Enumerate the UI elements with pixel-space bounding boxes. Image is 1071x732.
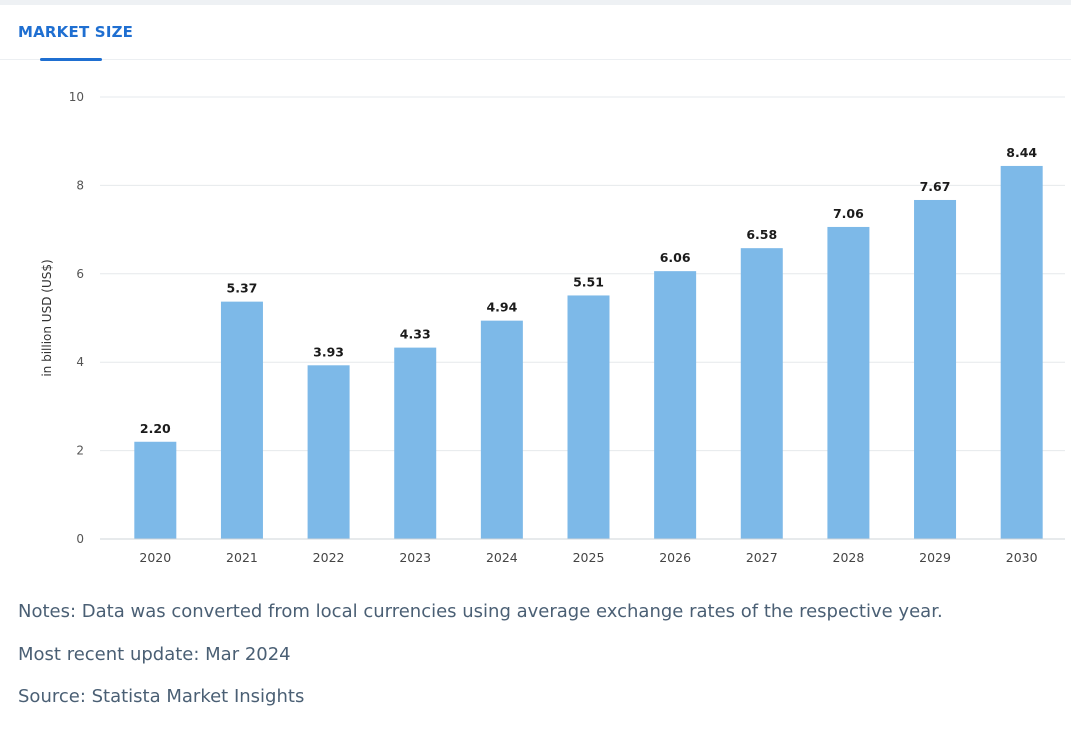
tab-bar: MARKET SIZE: [0, 5, 1071, 61]
tab-market-size[interactable]: MARKET SIZE: [18, 23, 134, 41]
bar-value-label: 5.51: [573, 274, 604, 289]
bar: [220, 301, 263, 539]
bar: [654, 271, 697, 539]
bar: [740, 248, 783, 539]
bar-value-label: 6.06: [660, 250, 691, 265]
bar-value-label: 6.58: [746, 227, 777, 242]
bar-value-label: 8.44: [1006, 145, 1037, 160]
y-tick-label: 0: [76, 532, 84, 546]
bar-value-label: 2.20: [140, 421, 171, 436]
bar: [1000, 165, 1043, 539]
bar: [567, 295, 610, 539]
last-update: Most recent update: Mar 2024: [18, 644, 291, 665]
bar: [480, 320, 523, 539]
bar-chart: 0 2 4 6 8 10 in billion USD (US$) 2.20 2020 5.37 2…: [40, 90, 1065, 565]
x-tick-label: 2022: [313, 550, 345, 565]
bar-value-label: 4.33: [400, 327, 431, 342]
x-tick-label: 2026: [659, 550, 691, 565]
x-tick-label: 2028: [833, 550, 865, 565]
y-tick-label: 6: [76, 267, 84, 281]
bar: [307, 365, 350, 539]
bar-value-label: 5.37: [227, 281, 258, 296]
chart-note: Notes: Data was converted from local cur…: [18, 601, 943, 622]
y-tick-label: 8: [76, 178, 84, 192]
x-tick-label: 2024: [486, 550, 518, 565]
bar: [394, 347, 437, 539]
y-tick-label: 4: [76, 355, 84, 369]
bar: [914, 199, 957, 539]
x-tick-label: 2021: [226, 550, 258, 565]
bar-value-label: 4.94: [486, 300, 517, 315]
x-tick-label: 2030: [1006, 550, 1038, 565]
bar-value-label: 3.93: [313, 344, 344, 359]
x-tick-label: 2027: [746, 550, 778, 565]
x-tick-label: 2025: [573, 550, 605, 565]
bar: [134, 441, 177, 539]
x-tick-label: 2023: [399, 550, 431, 565]
y-tick-label: 10: [69, 90, 84, 104]
chart-source: Source: Statista Market Insights: [18, 686, 305, 707]
y-tick-label: 2: [76, 444, 84, 458]
x-tick-label: 2029: [919, 550, 951, 565]
y-axis-title: in billion USD (US$): [40, 259, 54, 376]
top-divider: [0, 0, 1071, 5]
tab-active-indicator: [40, 58, 102, 61]
bar-value-label: 7.06: [833, 206, 864, 221]
x-tick-label: 2020: [139, 550, 171, 565]
bar: [827, 226, 870, 539]
bar-value-label: 7.67: [920, 179, 951, 194]
